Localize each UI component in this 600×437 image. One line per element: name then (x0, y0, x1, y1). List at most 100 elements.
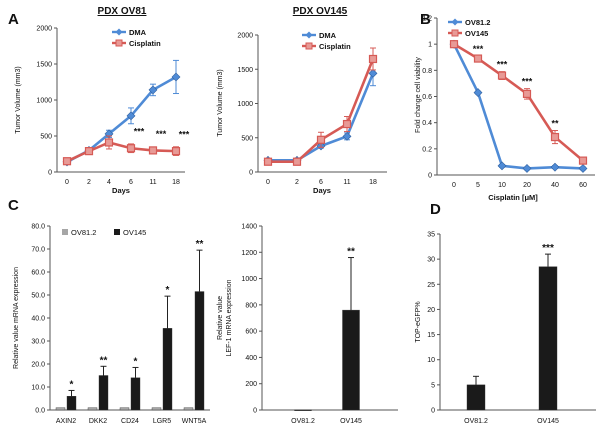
legend-label: OV81.2 (465, 18, 490, 27)
significance-marker: ** (196, 239, 204, 250)
y-tick-label: 80.0 (31, 224, 45, 231)
legend-swatch (114, 229, 120, 235)
significance-marker: * (70, 379, 74, 390)
legend-marker (451, 29, 459, 37)
y-tick-label: 0 (431, 408, 435, 415)
data-point (126, 111, 136, 121)
y-tick-label: 0.6 (422, 94, 432, 101)
data-point (342, 119, 352, 129)
bar (55, 407, 66, 411)
data-point (148, 85, 158, 95)
panel-p5: 0 200 400 600 800 1000 1200 1400 Relative value L… (217, 224, 398, 425)
y-tick-label: 500 (241, 135, 253, 142)
x-tick-label: 5 (476, 182, 480, 189)
x-axis-label: Cisplatin [μM] (488, 193, 538, 202)
y-tick-label: 1400 (241, 224, 257, 231)
x-tick-label: CD24 (121, 418, 139, 425)
legend-label: DMA (129, 28, 147, 37)
y-tick-label: 2000 (36, 26, 52, 33)
legend-marker (451, 18, 459, 26)
x-tick-label: LGR5 (153, 418, 171, 425)
x-tick-label: 0 (266, 179, 270, 186)
y-tick-label: 20.0 (31, 362, 45, 369)
data-point (368, 68, 378, 78)
data-point (316, 135, 326, 144)
y-tick-label: 0.8 (422, 68, 432, 75)
x-tick-label: 40 (551, 182, 559, 189)
bar (538, 266, 558, 411)
y-tick-label: 0.2 (422, 146, 432, 153)
y-tick-label: 50.0 (31, 293, 45, 300)
panel-letter: A (8, 11, 19, 28)
y-tick-label: 1500 (237, 67, 253, 74)
y-tick-label: 0 (428, 173, 432, 180)
y-tick-label: 600 (245, 329, 257, 336)
data-point (522, 164, 532, 173)
series-line (66, 75, 177, 164)
data-point (84, 147, 94, 156)
data-point (171, 147, 181, 156)
panel-letter: D (430, 201, 441, 218)
panel-letter: B (420, 11, 431, 28)
x-tick-label: WNT5A (182, 418, 207, 425)
data-point (148, 146, 158, 155)
bar (119, 407, 130, 411)
data-point (126, 144, 136, 153)
y-tick-label: 35 (427, 232, 435, 239)
x-tick-label: OV81.2 (291, 418, 315, 425)
bar (294, 409, 312, 411)
x-tick-label: OV145 (537, 418, 559, 425)
y-axis-label: Relative value mRNA expression (13, 267, 20, 369)
y-tick-label: 15 (427, 332, 435, 339)
data-point (171, 72, 181, 82)
data-point (578, 156, 588, 165)
bar (87, 407, 98, 411)
y-tick-label: 500 (40, 134, 52, 141)
significance-marker: *** (522, 77, 533, 87)
panel-p3: B 0 0.2 0.4 0.6 0.8 1 1.2 Fold change cell viabi… (415, 11, 595, 202)
bar (183, 407, 194, 411)
x-tick-label: 6 (129, 179, 133, 186)
data-point (292, 157, 302, 166)
y-tick-label: 0 (249, 170, 253, 177)
x-tick-label: 0 (452, 182, 456, 189)
x-tick-label: 0 (65, 179, 69, 186)
bar (194, 291, 205, 411)
significance-marker: ** (100, 355, 108, 366)
y-tick-label: 200 (245, 381, 257, 388)
significance-marker: * (166, 285, 170, 296)
y-tick-label: 40.0 (31, 316, 45, 323)
bar (342, 309, 360, 411)
legend-label: Cisplatin (129, 39, 161, 48)
y-tick-label: 10.0 (31, 385, 45, 392)
significance-marker: * (134, 356, 138, 367)
legend-label: OV145 (123, 228, 146, 237)
chart-title: PDX OV81 (98, 6, 147, 17)
y-tick-label: 70.0 (31, 247, 45, 254)
x-tick-label: 20 (523, 182, 531, 189)
x-tick-label: 6 (319, 179, 323, 186)
bar (130, 377, 141, 411)
data-point (473, 54, 483, 63)
bar (162, 328, 173, 411)
significance-marker: *** (473, 44, 484, 54)
chart-title: PDX OV145 (293, 6, 348, 17)
x-tick-label: 18 (172, 179, 180, 186)
legend-marker (115, 39, 123, 47)
legend-label: OV81.2 (71, 228, 96, 237)
y-axis-label: Tumor Volume (mm3) (217, 69, 224, 136)
data-point (368, 54, 378, 64)
y-tick-label: 30.0 (31, 339, 45, 346)
data-point (522, 89, 532, 98)
x-tick-label: DKK2 (89, 418, 107, 425)
panel-p4: C 0.0 10.0 20.0 30.0 40.0 50.0 60.0 70.0 80.0 Rela… (8, 197, 210, 425)
y-tick-label: 800 (245, 302, 257, 309)
bar (151, 407, 162, 411)
y-tick-label: 60.0 (31, 270, 45, 277)
series-line (452, 43, 584, 170)
legend-marker (115, 28, 123, 36)
y-tick-label: 1000 (36, 98, 52, 105)
panel-letter: C (8, 197, 19, 214)
y-tick-label: 5 (431, 382, 435, 389)
